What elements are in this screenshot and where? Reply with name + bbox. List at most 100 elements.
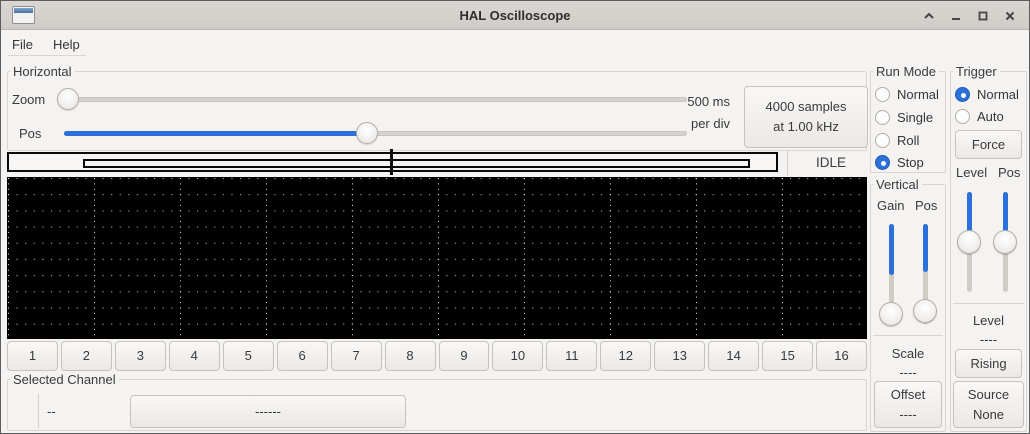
run-mode-stop-label: Stop bbox=[897, 154, 924, 170]
selected-channel-group: Selected Channel -- ------ bbox=[7, 372, 867, 431]
shade-icon[interactable] bbox=[920, 7, 938, 25]
run-mode-roll[interactable]: Roll bbox=[875, 130, 919, 150]
trigger-position-marker bbox=[390, 149, 393, 175]
record-view-bar bbox=[83, 159, 750, 168]
scale-label: Scale bbox=[891, 346, 925, 361]
pos-slider-handle[interactable] bbox=[356, 122, 378, 144]
zoom-slider-label: Zoom bbox=[12, 92, 46, 107]
vertical-pos-slider-label: Pos bbox=[915, 198, 938, 213]
minimize-icon[interactable] bbox=[947, 7, 965, 25]
channel-button-2[interactable]: 2 bbox=[60, 341, 112, 371]
trigger-source-button[interactable]: Source None bbox=[953, 381, 1024, 428]
capture-status: IDLE bbox=[815, 155, 846, 170]
channel-button-7[interactable]: 7 bbox=[330, 341, 382, 371]
channel-button-12[interactable]: 12 bbox=[600, 341, 652, 371]
radio-icon bbox=[875, 109, 890, 125]
samples-count: 4000 samples bbox=[765, 99, 847, 114]
channel-button-5[interactable]: 5 bbox=[222, 341, 274, 371]
time-per-div: 500 ms per div bbox=[687, 91, 730, 135]
run-mode-single[interactable]: Single bbox=[875, 107, 933, 127]
zoom-slider-handle[interactable] bbox=[57, 88, 79, 110]
channel-source-name-button[interactable]: ------ bbox=[130, 395, 406, 428]
radio-icon bbox=[875, 86, 890, 102]
trigger-pos-slider-fill bbox=[1003, 192, 1008, 242]
horizontal-pos-slider[interactable] bbox=[64, 122, 689, 146]
gain-slider-fill bbox=[889, 224, 894, 275]
maximize-icon[interactable] bbox=[974, 7, 992, 25]
gain-slider[interactable] bbox=[879, 224, 903, 326]
trigger-pos-slider[interactable] bbox=[993, 192, 1017, 292]
window-title: HAL Oscilloscope bbox=[459, 7, 571, 23]
trigger-normal-label: Normal bbox=[977, 86, 1019, 102]
force-button[interactable]: Force bbox=[955, 130, 1022, 159]
channel-button-6[interactable]: 6 bbox=[276, 341, 328, 371]
trigger-pos-slider-label: Pos bbox=[998, 165, 1021, 180]
vertical-pos-slider-handle[interactable] bbox=[913, 299, 937, 323]
offset-button[interactable]: Offset ---- bbox=[874, 381, 942, 428]
run-mode-roll-label: Roll bbox=[897, 132, 920, 148]
horizontal-group-label: Horizontal bbox=[10, 64, 75, 79]
title-bar: HAL Oscilloscope bbox=[1, 1, 1029, 30]
trigger-pos-slider-handle[interactable] bbox=[993, 230, 1017, 254]
menu-divider bbox=[8, 55, 86, 56]
trigger-edge-button[interactable]: Rising bbox=[955, 349, 1022, 378]
trigger-auto[interactable]: Auto bbox=[955, 106, 1004, 126]
run-mode-normal[interactable]: Normal bbox=[875, 84, 939, 104]
gain-slider-label: Gain bbox=[877, 198, 905, 213]
trigger-level-slider[interactable] bbox=[957, 192, 981, 292]
scope-display bbox=[7, 177, 867, 339]
vertical-pos-slider-fill bbox=[923, 224, 928, 272]
channel-button-16[interactable]: 16 bbox=[816, 341, 867, 371]
menu-help[interactable]: Help bbox=[52, 36, 80, 52]
close-icon[interactable] bbox=[1001, 7, 1019, 25]
scale-value: ---- bbox=[899, 365, 917, 380]
radio-checked-icon bbox=[875, 154, 890, 170]
channel-button-15[interactable]: 15 bbox=[762, 341, 814, 371]
channel-button-14[interactable]: 14 bbox=[708, 341, 760, 371]
channel-button-4[interactable]: 4 bbox=[168, 341, 220, 371]
trigger-source-label: Source bbox=[967, 386, 1010, 402]
zoom-slider[interactable] bbox=[57, 88, 689, 112]
selected-channel-number: -- bbox=[47, 404, 56, 419]
trigger-level-value: ---- bbox=[979, 332, 998, 347]
trigger-level-slider-label: Level bbox=[956, 165, 988, 180]
vertical-pos-slider-track[interactable] bbox=[923, 224, 928, 324]
trigger-normal[interactable]: Normal bbox=[955, 84, 1019, 104]
vertical-pos-slider[interactable] bbox=[913, 224, 937, 324]
trigger-level-label: Level bbox=[972, 313, 1005, 328]
offset-button-label: Offset bbox=[890, 386, 926, 402]
selected-channel-divider bbox=[38, 394, 39, 428]
radio-icon bbox=[875, 132, 890, 148]
trigger-source-value: None bbox=[972, 406, 1005, 422]
sample-rate: at 1.00 kHz bbox=[773, 119, 839, 134]
trigger-level-slider-handle[interactable] bbox=[957, 230, 981, 254]
run-mode-single-label: Single bbox=[897, 109, 934, 125]
vertical-divider bbox=[873, 335, 943, 336]
radio-checked-icon bbox=[955, 86, 970, 102]
run-mode-group: Run Mode Normal Single Roll Stop bbox=[870, 64, 946, 173]
radio-icon bbox=[955, 108, 970, 124]
channel-button-13[interactable]: 13 bbox=[654, 341, 706, 371]
zoom-slider-track[interactable] bbox=[57, 97, 687, 102]
pos-slider-label: Pos bbox=[19, 126, 42, 141]
channel-button-8[interactable]: 8 bbox=[384, 341, 436, 371]
channel-button-9[interactable]: 9 bbox=[438, 341, 490, 371]
channel-button-1[interactable]: 1 bbox=[7, 341, 58, 371]
trigger-divider bbox=[953, 303, 1024, 304]
status-divider bbox=[787, 151, 788, 176]
vertical-group-label: Vertical bbox=[873, 177, 922, 192]
channel-button-11[interactable]: 11 bbox=[546, 341, 598, 371]
channel-button-3[interactable]: 3 bbox=[114, 341, 166, 371]
window-icon[interactable] bbox=[12, 6, 35, 24]
run-mode-stop[interactable]: Stop bbox=[875, 152, 924, 172]
selected-channel-label: Selected Channel bbox=[10, 372, 119, 387]
samples-button[interactable]: 4000 samples at 1.00 kHz bbox=[744, 86, 868, 148]
run-mode-group-label: Run Mode bbox=[873, 64, 939, 79]
channel-button-10[interactable]: 10 bbox=[492, 341, 544, 371]
menu-file[interactable]: File bbox=[12, 36, 33, 52]
trigger-group: Trigger Normal Auto Force Level Pos Leve… bbox=[950, 64, 1027, 432]
horizontal-group: Horizontal Zoom Pos 500 ms per div 4000 … bbox=[7, 64, 868, 151]
gain-slider-handle[interactable] bbox=[879, 302, 903, 326]
vertical-group: Vertical Gain Pos Scale ---- Offset ---- bbox=[870, 177, 946, 432]
